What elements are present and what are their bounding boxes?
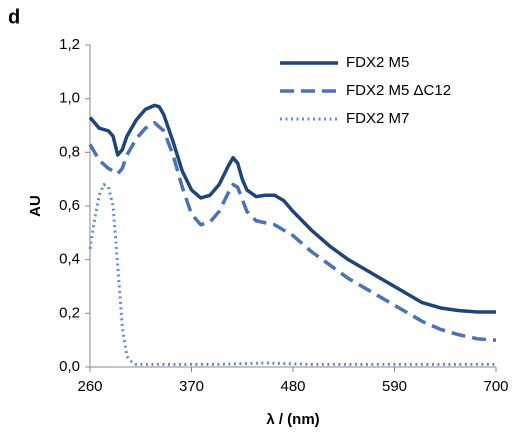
legend-label: FDX2 M5 (346, 54, 409, 71)
y-tick-label: 0,0 (59, 358, 80, 375)
y-tick-label: 1,2 (59, 36, 80, 53)
x-tick-label: 370 (179, 378, 204, 395)
x-tick-label: 700 (483, 378, 508, 395)
series-line (88, 103, 496, 314)
x-tick-label: 480 (280, 378, 305, 395)
legend-label: FDX2 M7 (346, 110, 409, 127)
y-axis-title: AU (27, 195, 44, 217)
series-line (88, 183, 496, 366)
y-tick-label: 1,0 (59, 90, 80, 107)
y-tick-label: 0,2 (59, 304, 80, 321)
y-tick-label: 0,8 (59, 143, 80, 160)
y-tick-label: 0,6 (59, 197, 80, 214)
series-line (88, 121, 497, 342)
x-tick-label: 590 (382, 378, 407, 395)
legend-label: FDX2 M5 ΔC12 (346, 82, 451, 99)
panel-label: d (8, 6, 20, 28)
x-tick-label: 260 (77, 378, 102, 395)
x-axis-title: λ / (nm) (266, 411, 319, 428)
y-tick-label: 0,4 (59, 251, 80, 268)
